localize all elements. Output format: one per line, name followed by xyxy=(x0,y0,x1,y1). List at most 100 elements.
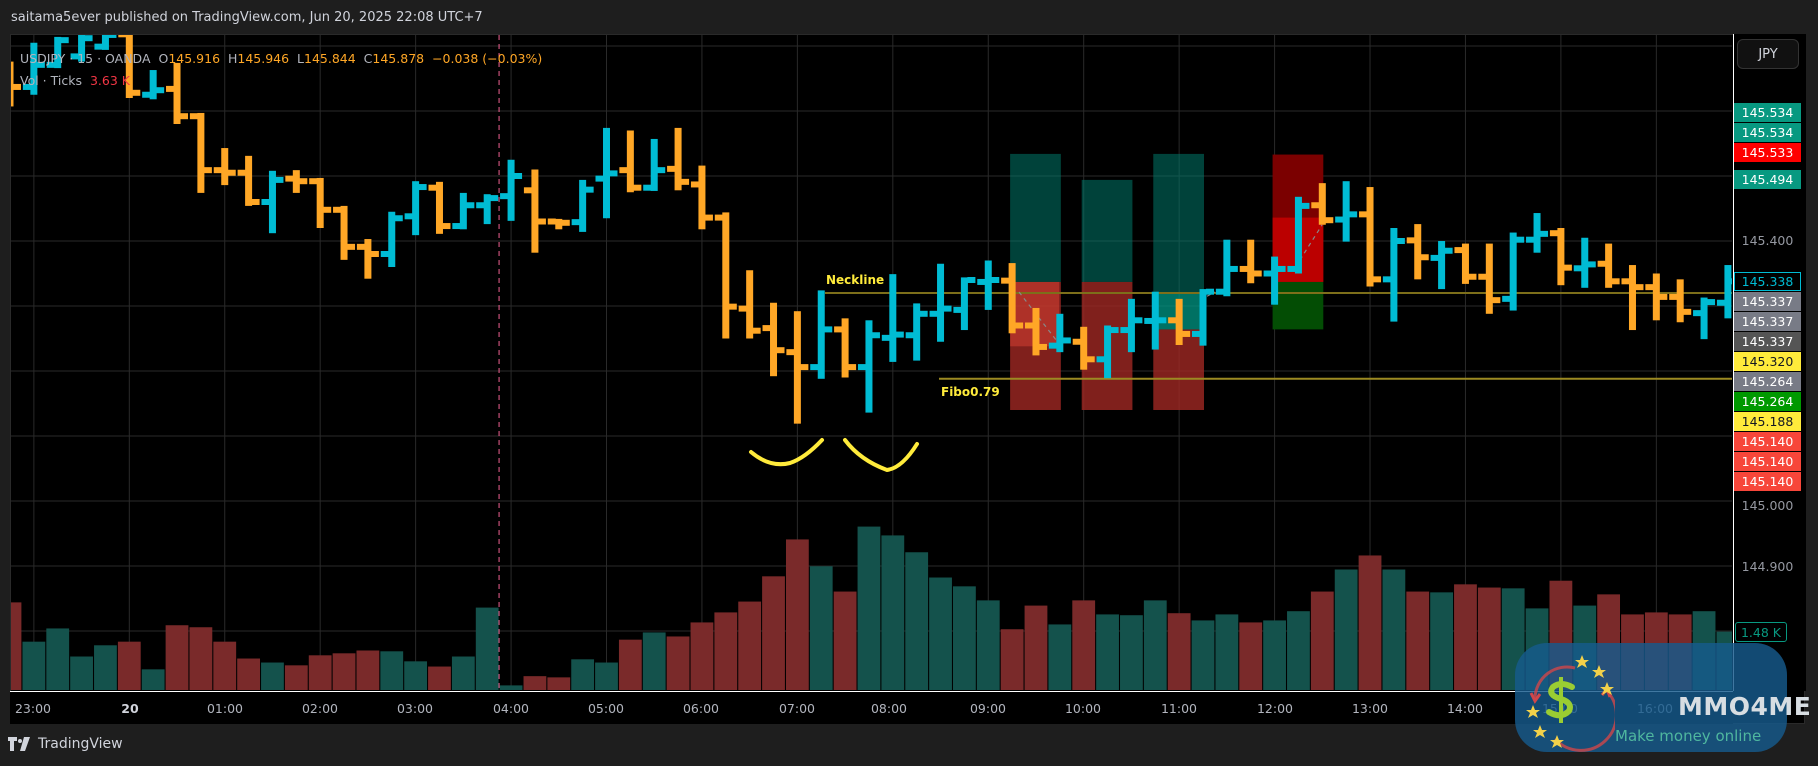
ohlc-bar-open-tick xyxy=(166,85,175,92)
ohlc-bar-open-tick xyxy=(547,218,556,225)
ohlc-bar xyxy=(834,318,857,378)
ohlc-bar xyxy=(1526,213,1549,253)
ohlc-bar-open-tick xyxy=(1430,254,1439,261)
ohlc-bar-stem xyxy=(960,277,968,331)
neckline-label[interactable]: Neckline xyxy=(826,273,885,287)
ohlc-bar-open-tick xyxy=(500,193,509,200)
volume-legend[interactable]: Vol · Ticks 3.63 K xyxy=(20,73,130,88)
ohlc-bar xyxy=(1215,239,1238,297)
ohlc-bar xyxy=(261,170,284,234)
volume-bar xyxy=(976,600,1000,690)
ohlc-bar-open-tick xyxy=(1096,356,1105,363)
publish-info: saitama5ever published on TradingView.co… xyxy=(11,10,483,25)
ohlc-bar-open-tick xyxy=(1716,299,1725,306)
ohlc-bar xyxy=(333,205,356,260)
ohlc-bar-close-tick xyxy=(347,243,356,250)
price-label: 145.533 xyxy=(1734,143,1801,162)
volume-bar xyxy=(308,655,332,690)
volume-bar xyxy=(857,526,881,690)
ohlc-bar xyxy=(142,70,165,100)
ohlc-bar-close-tick xyxy=(442,223,451,230)
ohlc-bar-close-tick xyxy=(1396,238,1405,244)
tradingview-logo[interactable]: TradingView xyxy=(8,736,123,752)
volume-bar xyxy=(356,650,380,690)
low-value: 145.844 xyxy=(304,51,356,66)
ohlc-bar-stem xyxy=(388,211,396,267)
volume-bar xyxy=(499,685,523,690)
symbol-legend[interactable]: USDJPY · 15 · OANDA O145.916 H145.946 L1… xyxy=(20,51,542,66)
time-label: 14:00 xyxy=(1446,701,1484,716)
ohlc-bar-stem xyxy=(1390,228,1398,322)
ohlc-bar-close-tick xyxy=(1206,288,1214,295)
ohlc-bar xyxy=(690,165,713,230)
volume-indicator-name[interactable]: Vol · Ticks xyxy=(20,73,82,88)
symbol-name[interactable]: USDJPY · 15 · OANDA xyxy=(20,51,151,66)
ohlc-bar-close-tick xyxy=(13,83,21,90)
ohlc-bar xyxy=(571,179,594,232)
ohlc-bar-stem xyxy=(30,42,38,95)
currency-button[interactable]: JPY xyxy=(1737,39,1799,69)
ohlc-bar xyxy=(1120,298,1143,353)
ohlc-bar-stem xyxy=(245,155,253,206)
ohlc-bar xyxy=(714,212,737,339)
ohlc-bar-stem xyxy=(412,181,420,236)
ohlc-bar-stem xyxy=(1485,243,1493,314)
ohlc-bar-close-tick xyxy=(657,167,666,174)
fibo-label[interactable]: Fibo0.79 xyxy=(941,385,1000,399)
volume-bar xyxy=(1096,614,1119,690)
ohlc-bar xyxy=(762,302,785,377)
ohlc-bar-stem xyxy=(698,165,706,230)
ohlc-bar-open-tick xyxy=(70,53,79,60)
ohlc-bar xyxy=(881,274,904,362)
ohlc-bar-close-tick xyxy=(967,277,976,283)
ohlc-bar-close-tick xyxy=(36,61,45,68)
price-label: 145.494 xyxy=(1734,170,1801,189)
time-label: 02:00 xyxy=(301,701,339,716)
ohlc-bar-open-tick xyxy=(1502,295,1511,302)
ohlc-bar-open-tick xyxy=(1120,327,1129,334)
high-label: H xyxy=(227,51,238,66)
volume-bar xyxy=(1454,584,1477,690)
ohlc-bar-open-tick xyxy=(714,214,723,221)
time-axis[interactable] xyxy=(10,691,1733,724)
ohlc-bar xyxy=(1263,256,1286,305)
ohlc-bar xyxy=(1096,325,1119,379)
ohlc-bar-stem xyxy=(54,36,62,69)
ohlc-bar xyxy=(619,130,642,193)
ohlc-bar-stem xyxy=(292,170,300,193)
ohlc-bar-stem xyxy=(793,311,801,424)
volume-bar xyxy=(881,535,905,690)
ohlc-bar-open-tick xyxy=(380,251,389,257)
ohlc-bar-stem xyxy=(817,290,825,379)
ohlc-bar-open-tick xyxy=(1621,278,1630,285)
ohlc-bar xyxy=(810,290,833,379)
ohlc-bar xyxy=(929,263,952,342)
ohlc-bar-close-tick xyxy=(1086,356,1095,363)
ohlc-bar-stem xyxy=(1271,256,1279,305)
ohlc-bar-close-tick xyxy=(1062,337,1071,344)
ohlc-bar-close-tick xyxy=(490,195,499,202)
volume-bar xyxy=(475,607,499,690)
volume-bar xyxy=(1287,611,1310,690)
ohlc-bar xyxy=(1239,239,1262,284)
ohlc-bar-open-tick xyxy=(1024,322,1033,329)
ohlc-bar xyxy=(1192,288,1214,346)
tradingview-brand: TradingView xyxy=(38,736,123,752)
volume-bar xyxy=(833,591,857,690)
ohlc-bar-stem xyxy=(746,270,754,339)
ohlc-bar-open-tick xyxy=(404,213,413,220)
ohlc-bar-open-tick xyxy=(1382,276,1391,283)
close-value: 145.878 xyxy=(372,51,425,66)
ohlc-bar-close-tick xyxy=(1015,322,1024,329)
ohlc-bar-close-tick xyxy=(156,87,165,94)
ohlc-bar-close-tick xyxy=(370,251,379,257)
ohlc-bar xyxy=(11,61,21,107)
ohlc-bar xyxy=(404,181,427,236)
low-label: L xyxy=(297,51,305,66)
volume-bar xyxy=(1334,569,1358,690)
ohlc-bar-stem xyxy=(1461,243,1469,284)
axis-tick: 145.000 xyxy=(1741,498,1794,513)
ohlc-bar-open-tick xyxy=(46,61,55,68)
mmo4me-watermark: MMO4ME Make money online xyxy=(1515,643,1811,752)
ohlc-bar-close-tick xyxy=(203,167,212,174)
